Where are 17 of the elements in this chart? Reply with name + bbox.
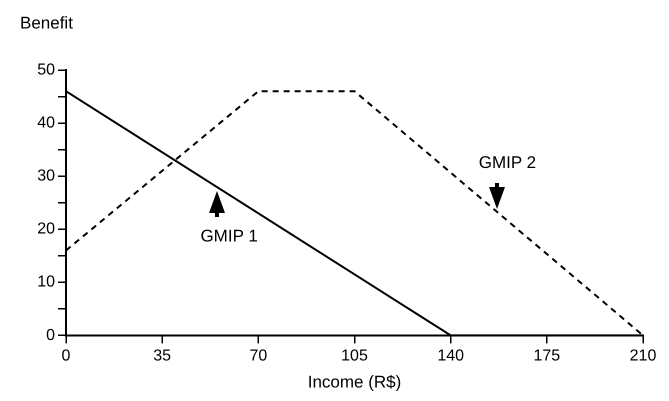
x-tick-label: 210 xyxy=(630,347,656,364)
x-axis-title: Income (R$) xyxy=(308,372,402,392)
x-tick-label: 70 xyxy=(249,347,268,364)
y-tick-label: 30 xyxy=(37,168,56,185)
y-tick-label: 0 xyxy=(46,326,56,344)
x-tick-label: 175 xyxy=(533,347,560,364)
annotation: GMIP 2 xyxy=(478,153,536,172)
y-tick-label: 50 xyxy=(37,61,56,78)
x-tick-label: 105 xyxy=(341,347,368,364)
x-tick-label: 140 xyxy=(437,347,464,364)
annotation: GMIP 1 xyxy=(200,226,258,246)
x-tick-label: 35 xyxy=(153,347,172,364)
y-axis-title: Benefit xyxy=(20,14,74,33)
y-tick-label: 10 xyxy=(37,274,56,291)
y-tick-label: 40 xyxy=(37,114,56,132)
x-tick-label: 0 xyxy=(62,347,71,364)
y-tick-label: 20 xyxy=(37,220,56,238)
